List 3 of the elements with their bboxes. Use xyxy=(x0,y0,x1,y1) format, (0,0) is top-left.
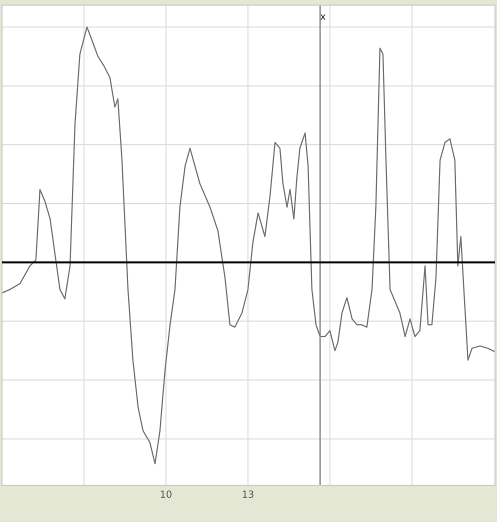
x-tick-label: 10 xyxy=(160,490,172,498)
ref-line-label: x xyxy=(320,14,326,20)
x-tick-label: 13 xyxy=(242,490,254,498)
